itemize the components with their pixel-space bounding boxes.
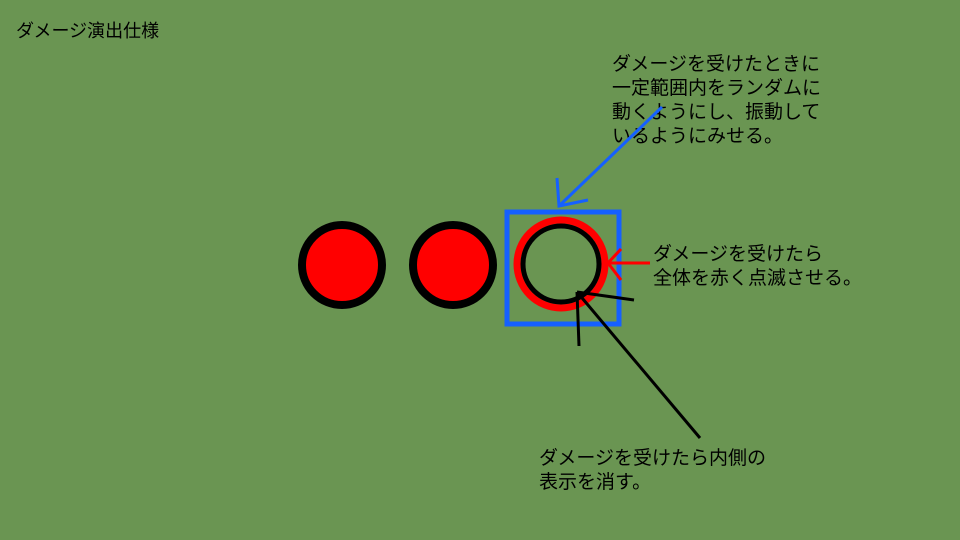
life-icon-full [298, 221, 386, 309]
note-shake-line: 一定範囲内をランダムに [612, 77, 822, 99]
note-shake: ダメージを受けたときに 一定範囲内をランダムに 動くようにし、振動して いるよう… [612, 52, 821, 148]
note-inner: ダメージを受けたら内側の 表示を消す。 [539, 446, 766, 494]
page-title: ダメージ演出仕様 [16, 21, 160, 42]
note-shake-line: 動くようにし、振動して [612, 101, 821, 123]
life-icon-full [409, 221, 497, 309]
flash-arrow-head [606, 247, 623, 281]
note-flash: ダメージを受けたら 全体を赤く点滅させる。 [653, 242, 862, 290]
inner-arrow-head [575, 291, 581, 347]
note-flash-line: 全体を赤く点滅させる。 [653, 267, 863, 289]
shake-arrow-head [555, 177, 589, 208]
life-icon-damaged [520, 223, 602, 305]
inner-arrow-line [575, 291, 702, 439]
note-inner-line: 表示を消す。 [539, 471, 652, 493]
note-flash-line: ダメージを受けたら [653, 243, 824, 265]
shake-range-box [504, 209, 622, 327]
shake-arrow-line [557, 105, 664, 208]
life-icon-damaged-flash-ring [513, 216, 609, 312]
note-shake-line: ダメージを受けたときに [612, 53, 821, 75]
note-inner-line: ダメージを受けたら内側の [539, 447, 767, 469]
note-shake-line: いるようにみせる。 [612, 125, 784, 147]
inner-arrow-head [576, 290, 635, 302]
